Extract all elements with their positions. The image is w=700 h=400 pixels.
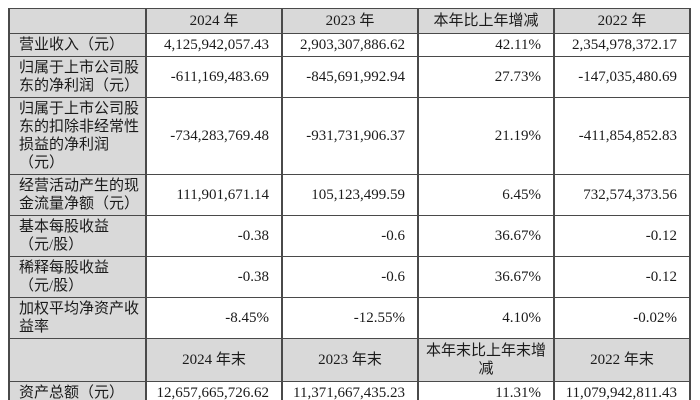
row-label: 基本每股收益（元/股） (8, 215, 147, 257)
value-cell: -734,283,769.48 (145, 97, 283, 175)
value-cell: -0.38 (145, 215, 283, 257)
table-row-net-profit: 归属于上市公司股东的净利润（元） -611,169,483.69 -845,69… (8, 56, 691, 98)
column-header-yoy-change: 本年比上年增减 (417, 8, 555, 34)
value-cell: -0.6 (281, 256, 419, 298)
table-row-weighted-avg-roe: 加权平均净资产收益率 -8.45% -12.55% 4.10% -0.02% (8, 297, 691, 339)
value-cell: -931,731,906.37 (281, 97, 419, 175)
period-header-row: 2024 年 2023 年 本年比上年增减 2022 年 (8, 8, 691, 34)
table-row-net-profit-after-nonrecurring: 归属于上市公司股东的扣除非经常性损益的净利润（元） -734,283,769.4… (8, 97, 691, 175)
value-cell: -0.38 (145, 256, 283, 298)
table-row-operating-cash-flow: 经营活动产生的现金流量净额（元） 111,901,671.14 105,123,… (8, 174, 691, 216)
value-cell: -0.02% (553, 297, 691, 339)
value-cell: -0.12 (553, 215, 691, 257)
value-cell: -147,035,480.69 (553, 56, 691, 98)
value-cell: -411,854,852.83 (553, 97, 691, 175)
value-cell: 11.31% (417, 381, 555, 400)
row-label: 资产总额（元） (8, 381, 147, 400)
value-cell: 36.67% (417, 256, 555, 298)
value-cell: -12.55% (281, 297, 419, 339)
value-cell: -8.45% (145, 297, 283, 339)
value-cell: 6.45% (417, 174, 555, 216)
value-cell: -611,169,483.69 (145, 56, 283, 98)
value-cell: 732,574,373.56 (553, 174, 691, 216)
table-row-operating-revenue: 营业收入（元） 4,125,942,057.43 2,903,307,886.6… (8, 33, 691, 57)
row-label: 归属于上市公司股东的扣除非经常性损益的净利润（元） (8, 97, 147, 175)
column-header-2022: 2022 年 (553, 8, 691, 34)
value-cell: -845,691,992.94 (281, 56, 419, 98)
row-label: 营业收入（元） (8, 33, 147, 57)
row-label: 稀释每股收益（元/股） (8, 256, 147, 298)
value-cell: 4,125,942,057.43 (145, 33, 283, 57)
column-header-2024-end: 2024 年末 (145, 338, 283, 382)
value-cell: 11,371,667,435.23 (281, 381, 419, 400)
column-header-2024: 2024 年 (145, 8, 283, 34)
value-cell: 27.73% (417, 56, 555, 98)
period-end-header-row: 2024 年末 2023 年末 本年末比上年末增减 2022 年末 (8, 338, 691, 382)
row-label: 加权平均净资产收益率 (8, 297, 147, 339)
column-header-2022-end: 2022 年末 (553, 338, 691, 382)
value-cell: 2,354,978,372.17 (553, 33, 691, 57)
value-cell: 2,903,307,886.62 (281, 33, 419, 57)
value-cell: 12,657,665,726.62 (145, 381, 283, 400)
value-cell: 21.19% (417, 97, 555, 175)
column-header-2023: 2023 年 (281, 8, 419, 34)
blank-header-cell (8, 8, 147, 34)
column-header-2023-end: 2023 年末 (281, 338, 419, 382)
value-cell: 42.11% (417, 33, 555, 57)
table-row-basic-eps: 基本每股收益（元/股） -0.38 -0.6 36.67% -0.12 (8, 215, 691, 257)
value-cell: 105,123,499.59 (281, 174, 419, 216)
table-row-total-assets: 资产总额（元） 12,657,665,726.62 11,371,667,435… (8, 381, 691, 400)
financial-indicators-table: 2024 年 2023 年 本年比上年增减 2022 年 营业收入（元） 4,1… (8, 8, 691, 400)
blank-header-cell (8, 338, 147, 382)
value-cell: -0.12 (553, 256, 691, 298)
table-row-diluted-eps: 稀释每股收益（元/股） -0.38 -0.6 36.67% -0.12 (8, 256, 691, 298)
value-cell: -0.6 (281, 215, 419, 257)
value-cell: 4.10% (417, 297, 555, 339)
value-cell: 11,079,942,811.43 (553, 381, 691, 400)
row-label: 归属于上市公司股东的净利润（元） (8, 56, 147, 98)
value-cell: 111,901,671.14 (145, 174, 283, 216)
column-header-yoy-end-change: 本年末比上年末增减 (417, 338, 555, 382)
row-label: 经营活动产生的现金流量净额（元） (8, 174, 147, 216)
value-cell: 36.67% (417, 215, 555, 257)
